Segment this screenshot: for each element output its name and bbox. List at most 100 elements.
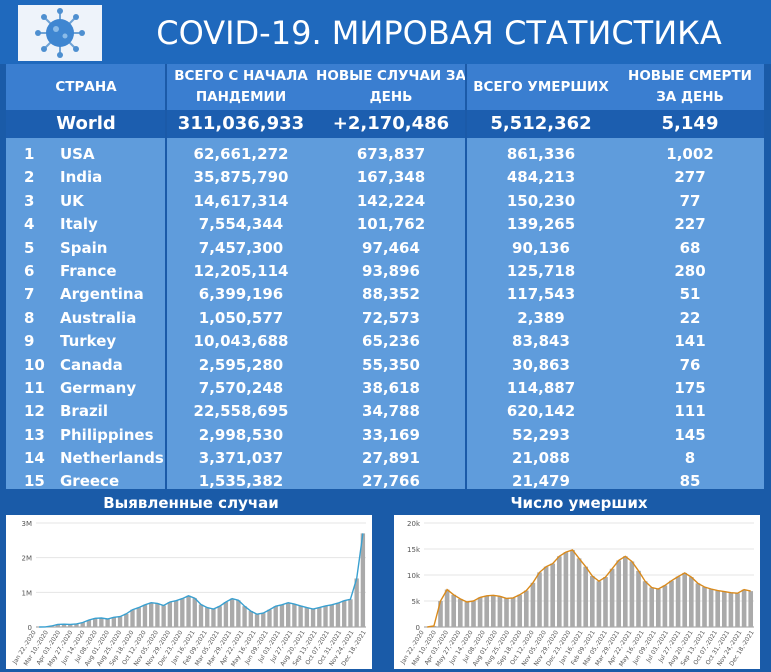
data-bar [211, 608, 216, 627]
data-bar [728, 592, 734, 627]
table-row: 1 USA 62,661,272 673,837 861,336 1,002 [6, 143, 764, 166]
new-deaths-cell: 111 [674, 402, 706, 421]
new-cases-cell: 27,891 [362, 449, 420, 468]
y-tick-label: 10k [407, 572, 421, 580]
data-bar [457, 598, 463, 627]
total-cell: 62,661,272 [193, 145, 289, 163]
new-deaths-cell: 22 [679, 308, 701, 327]
total-cell: 7,570,248 [198, 378, 284, 397]
table-row: 9 Turkey 10,043,688 65,236 83,843 141 [6, 330, 764, 353]
deaths-cell: 114,887 [506, 378, 576, 397]
table-row: 2 India 35,875,790 167,348 484,213 277 [6, 166, 764, 189]
total-cell: 35,875,790 [193, 168, 289, 187]
data-bar [464, 602, 470, 627]
data-bar [323, 605, 328, 627]
deaths-cell: 21,479 [512, 472, 570, 491]
rank-cell: 10 [24, 355, 45, 374]
data-bar [675, 576, 681, 627]
data-bar [254, 614, 260, 627]
table-row: 11 Germany 7,570,248 38,618 114,887 175 [6, 377, 764, 400]
data-bar [583, 566, 589, 627]
table-row: 8 Australia 1,050,577 72,573 2,389 22 [6, 307, 764, 330]
world-row: World 311,036,933 +2,170,486 5,512,362 5… [6, 110, 764, 138]
new-cases-cell: 673,837 [356, 145, 426, 163]
data-bar [603, 577, 608, 627]
country-cell: Italy [60, 215, 98, 234]
new-deaths-cell: 68 [679, 238, 701, 257]
data-bar [642, 581, 648, 627]
rank-cell: 14 [24, 449, 45, 468]
data-bar [142, 604, 148, 627]
data-bar [105, 619, 110, 627]
rank-cell: 12 [24, 402, 45, 421]
total-cell: 2,595,280 [198, 355, 284, 374]
total-cell: 3,371,037 [198, 449, 284, 468]
data-bar [517, 594, 523, 627]
cases-chart-title: Выявленные случаи [103, 494, 279, 512]
country-cell: Spain [60, 238, 108, 257]
data-bar [629, 561, 635, 627]
data-bar [205, 607, 210, 627]
data-bar [543, 566, 549, 627]
data-bar [438, 601, 443, 627]
data-bar [192, 598, 197, 627]
new-cases-cell: 55,350 [362, 355, 420, 374]
world-total: 311,036,933 [177, 113, 305, 134]
data-bar [695, 583, 701, 627]
world-new-deaths: 5,149 [661, 113, 719, 134]
data-bar [504, 598, 509, 627]
new-deaths-cell: 51 [679, 285, 701, 304]
new-cases-cell: 38,618 [362, 378, 420, 397]
data-bar [451, 594, 457, 627]
data-bar [649, 587, 655, 627]
rank-cell: 6 [24, 261, 35, 280]
data-bar [715, 590, 721, 627]
new-cases-cell: 34,788 [362, 402, 420, 421]
deaths-chart-title: Число умерших [510, 494, 648, 512]
col-country: СТРАНА [55, 78, 117, 95]
country-cell: Argentina [60, 285, 144, 304]
data-bar [708, 589, 714, 627]
deaths-cell: 150,230 [506, 191, 576, 210]
data-bar [61, 624, 67, 627]
new-cases-cell: 97,464 [362, 238, 420, 257]
stats-table: СТРАНА ВСЕГО С НАЧАЛА ПАНДЕМИИ НОВЫЕ СЛУ… [6, 64, 764, 490]
col-total: ВСЕГО С НАЧАЛА ПАНДЕМИИ [174, 68, 308, 105]
data-bar [117, 616, 123, 627]
data-bar [285, 602, 291, 627]
data-bar [198, 604, 204, 627]
data-bar [444, 589, 450, 627]
data-bar [267, 609, 272, 627]
rank-cell: 3 [24, 191, 35, 210]
data-bar [111, 617, 117, 627]
new-deaths-cell: 1,002 [666, 145, 714, 163]
deaths-cell: 83,843 [512, 332, 570, 351]
data-bar [563, 552, 569, 627]
new-deaths-cell: 277 [674, 168, 706, 187]
data-bar [99, 617, 104, 627]
new-deaths-cell: 175 [674, 378, 706, 397]
data-bar [735, 593, 740, 627]
country-cell: Brazil [60, 402, 108, 421]
data-bar [490, 595, 496, 627]
data-bar [748, 591, 754, 627]
data-bar [636, 570, 641, 627]
data-bar [669, 580, 674, 627]
data-bar [688, 577, 694, 627]
table-row: 13 Philippines 2,998,530 33,169 52,293 145 [6, 424, 764, 447]
new-deaths-cell: 85 [679, 472, 701, 491]
data-bar [167, 602, 173, 627]
data-bar [484, 595, 490, 627]
table-body: 1 USA 62,661,272 673,837 861,336 1,002 2 India 3… [6, 143, 764, 494]
new-cases-cell: 33,169 [362, 425, 420, 444]
column-divider [165, 64, 167, 489]
data-bar [80, 622, 85, 627]
new-deaths-cell: 227 [674, 215, 706, 234]
data-bar [556, 556, 562, 627]
rank-cell: 11 [24, 378, 45, 397]
data-bar [537, 572, 542, 627]
total-cell: 1,050,577 [198, 308, 284, 327]
deaths-cell: 139,265 [506, 215, 576, 234]
